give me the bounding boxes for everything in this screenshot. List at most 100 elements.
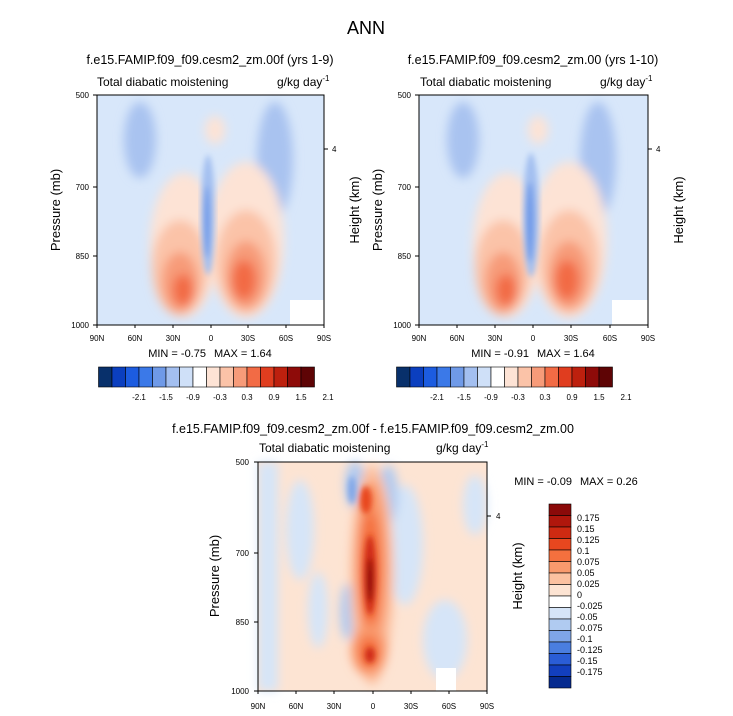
- colorbar-swatch: [192, 366, 207, 388]
- panel-1-right-tick: 4: [332, 145, 337, 154]
- colorbar-swatch: [504, 366, 519, 388]
- panel-3-title: f.e15.FAMIP.f09_f09.cesm2_zm.00f - f.e15…: [172, 422, 574, 436]
- colorbar-swatch: [98, 366, 113, 388]
- colorbar-swatch: [423, 366, 438, 388]
- panel-3-minmax: MIN = -0.09 MAX = 0.26: [514, 476, 638, 488]
- colorbar-label: -0.9: [484, 393, 498, 402]
- colorbar-swatch: [598, 366, 613, 388]
- colorbar-swatch: [152, 366, 167, 388]
- panel-3-ytick: 1000: [231, 687, 249, 696]
- colorbar-swatch: [273, 366, 288, 388]
- colorbar-swatch: [548, 526, 572, 539]
- colorbar-swatch: [450, 366, 465, 388]
- colorbar-label: 0.15: [577, 524, 595, 534]
- panel-2-colorbar: [396, 366, 613, 388]
- colorbar-swatch: [548, 664, 572, 677]
- colorbar-swatch: [246, 366, 261, 388]
- colorbar-label: 1.5: [593, 393, 605, 402]
- colorbar-swatch: [396, 366, 411, 388]
- colorbar-label: -1.5: [457, 393, 471, 402]
- colorbar-swatch: [179, 366, 194, 388]
- colorbar-swatch: [548, 641, 572, 654]
- colorbar-swatch: [548, 607, 572, 620]
- panel-2-xtick: 30S: [564, 334, 578, 343]
- panel-2-variable: Total diabatic moistening: [420, 75, 551, 89]
- panel-1-xtick: 90S: [317, 334, 331, 343]
- colorbar-label: -0.175: [577, 667, 603, 677]
- panel-1-colorbar: [98, 366, 315, 388]
- colorbar-swatch: [548, 515, 572, 528]
- panel-2: f.e15.FAMIP.f09_f09.cesm2_zm.00 (yrs 1-1…: [370, 53, 686, 402]
- panel-3-xtick: 60S: [442, 702, 456, 711]
- colorbar-label: 0.9: [566, 393, 578, 402]
- colorbar-swatch: [287, 366, 302, 388]
- colorbar-swatch: [111, 366, 126, 388]
- colorbar-swatch: [548, 584, 572, 597]
- colorbar-label: 0: [577, 590, 582, 600]
- colorbar-swatch: [548, 618, 572, 631]
- colorbar-label: -0.3: [213, 393, 227, 402]
- colorbar-label: 0.125: [577, 535, 600, 545]
- panel-1-ytick: 500: [76, 91, 90, 100]
- panel-2-axes: 500 700 850 1000 4 90N 60N 30N 0 30S 60S…: [370, 91, 686, 343]
- panel-1-ylabel: Pressure (mb): [48, 169, 63, 251]
- colorbar-swatch: [548, 630, 572, 643]
- colorbar-swatch: [558, 366, 573, 388]
- panel-1-minmax: MIN = -0.75 MAX = 1.64: [148, 348, 272, 360]
- panel-3-units: g/kg day-1: [436, 440, 489, 455]
- colorbar-swatch: [548, 561, 572, 574]
- panel-1-field: [124, 102, 324, 325]
- colorbar-swatch: [165, 366, 180, 388]
- panel-2-units: g/kg day-1: [600, 74, 653, 89]
- colorbar-label: -0.9: [186, 393, 200, 402]
- colorbar-swatch: [125, 366, 140, 388]
- panel-1-units: g/kg day-1: [277, 74, 330, 89]
- colorbar-swatch: [300, 366, 315, 388]
- colorbar-swatch: [548, 572, 572, 585]
- colorbar-swatch: [585, 366, 600, 388]
- panel-2-xtick: 60S: [603, 334, 617, 343]
- panel-3-xtick: 60N: [289, 702, 304, 711]
- panel-1-ytick: 700: [76, 183, 90, 192]
- colorbar-label: -1.5: [159, 393, 173, 402]
- panel-1-colorbar-labels: -2.1 -1.5 -0.9 -0.3 0.3 0.9 1.5 2.1: [132, 393, 334, 402]
- colorbar-swatch: [463, 366, 478, 388]
- panel-3-ytick: 850: [236, 618, 250, 627]
- colorbar-swatch: [206, 366, 221, 388]
- panel-1-variable: Total diabatic moistening: [97, 75, 228, 89]
- colorbar-label: 2.1: [620, 393, 632, 402]
- colorbar-swatch: [409, 366, 424, 388]
- panel-2-xtick: 90S: [641, 334, 655, 343]
- panel-3-ylabel-right: Height (km): [510, 542, 525, 609]
- panel-2-colorbar-labels: -2.1 -1.5 -0.9 -0.3 0.3 0.9 1.5 2.1: [430, 393, 632, 402]
- colorbar-swatch: [477, 366, 492, 388]
- colorbar-label: -0.15: [577, 656, 598, 666]
- panel-3-xtick: 30N: [327, 702, 342, 711]
- colorbar-swatch: [548, 549, 572, 562]
- colorbar-swatch: [490, 366, 505, 388]
- panel-3-variable: Total diabatic moistening: [259, 441, 390, 455]
- colorbar-swatch: [436, 366, 451, 388]
- colorbar-label: -0.075: [577, 623, 603, 633]
- panel-1-ytick: 850: [76, 252, 90, 261]
- panel-3-field: [258, 461, 487, 691]
- colorbar-label: 0.1: [577, 546, 590, 556]
- colorbar-swatch: [219, 366, 234, 388]
- colorbar-swatch: [233, 366, 248, 388]
- colorbar-label: 0.025: [577, 579, 600, 589]
- colorbar-label: -0.025: [577, 601, 603, 611]
- panel-1-title: f.e15.FAMIP.f09_f09.cesm2_zm.00f (yrs 1-…: [86, 53, 333, 67]
- panel-1: f.e15.FAMIP.f09_f09.cesm2_zm.00f (yrs 1-…: [48, 53, 362, 402]
- panel-2-title: f.e15.FAMIP.f09_f09.cesm2_zm.00 (yrs 1-1…: [408, 53, 659, 67]
- panel-2-minmax: MIN = -0.91 MAX = 1.64: [471, 348, 595, 360]
- panel-2-ylabel-right: Height (km): [671, 176, 686, 243]
- panel-3-colorbar: [548, 503, 572, 689]
- panel-3-xtick: 90S: [480, 702, 494, 711]
- colorbar-swatch: [548, 653, 572, 666]
- panel-3-xtick: 90N: [251, 702, 266, 711]
- colorbar-label: -0.3: [511, 393, 525, 402]
- colorbar-label: -0.1: [577, 634, 593, 644]
- colorbar-swatch: [531, 366, 546, 388]
- panel-2-ylabel: Pressure (mb): [370, 169, 385, 251]
